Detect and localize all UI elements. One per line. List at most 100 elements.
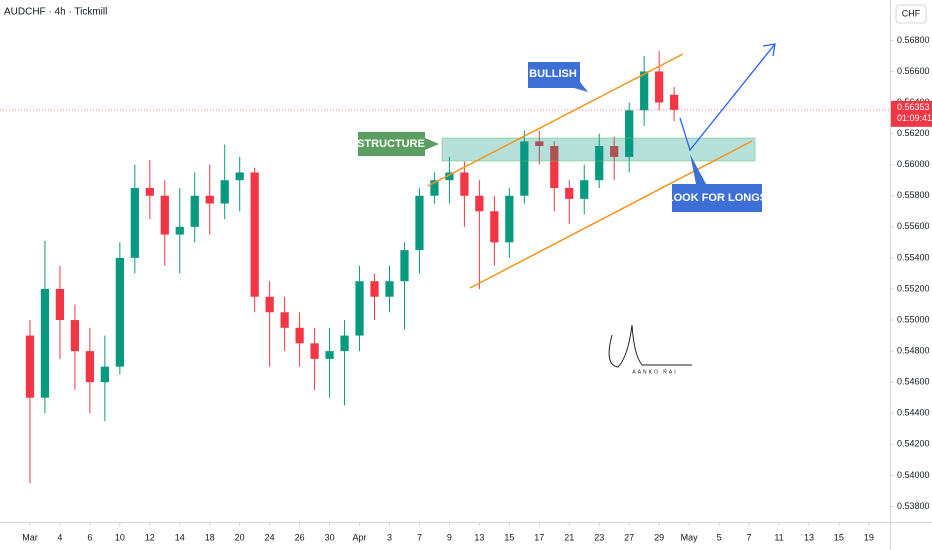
candle-body <box>580 180 589 199</box>
candle-body <box>655 71 664 103</box>
x-tick-label: 14 <box>175 532 185 542</box>
x-tick-label: 18 <box>205 532 215 542</box>
chart-title: AUDCHF · 4h · Tickmill <box>4 7 107 18</box>
x-tick-label: 13 <box>474 532 484 542</box>
candle-body <box>280 312 289 328</box>
candle-body <box>310 343 319 359</box>
candle-body <box>85 351 95 383</box>
candle-body <box>445 172 454 181</box>
candle-body <box>610 146 619 157</box>
last-price-label: 0.56353 <box>897 102 930 112</box>
candle-body <box>145 187 154 196</box>
candle-body <box>295 327 304 344</box>
candle-body <box>460 172 469 196</box>
x-tick-label: 19 <box>864 532 874 542</box>
x-tick-label: 4 <box>57 532 62 542</box>
candle-body <box>70 320 80 352</box>
structure-zone <box>441 137 756 162</box>
candle-body <box>205 195 214 204</box>
y-tick-label: 0.53800 <box>897 501 930 511</box>
x-tick-label: May <box>681 532 699 542</box>
signature-mark <box>608 324 692 368</box>
candle-body <box>160 195 169 235</box>
x-tick-label: 9 <box>447 532 452 542</box>
candle-body <box>625 110 634 157</box>
x-tick-label: 20 <box>235 532 245 542</box>
x-tick-label: 17 <box>534 532 544 542</box>
plot-area <box>0 51 890 484</box>
candle-body <box>385 281 394 297</box>
x-tick-label: 7 <box>417 532 422 542</box>
candle-body <box>490 211 499 243</box>
candle-body <box>565 187 574 199</box>
candle-body <box>250 172 259 297</box>
x-tick-label: 29 <box>654 532 664 542</box>
channel-upper <box>427 53 684 187</box>
x-tick-label: 21 <box>564 532 574 542</box>
candle-body <box>100 366 109 383</box>
callout-text: LOOK FOR LONGS <box>667 192 767 204</box>
x-tick-label: 24 <box>265 532 275 542</box>
x-tick-label: 7 <box>747 532 752 542</box>
y-tick-label: 0.56000 <box>897 159 930 169</box>
axes: 0.53800 0.54000 0.54200 0.54400 0.54600 0.548… <box>22 35 932 542</box>
candle-body <box>640 71 649 111</box>
candle-body <box>55 288 65 321</box>
candle-body <box>265 296 274 313</box>
y-tick-label: 0.55800 <box>897 190 930 200</box>
candle-body <box>115 257 124 367</box>
x-tick-label: Apr <box>353 532 367 542</box>
candle-body <box>505 195 514 243</box>
y-tick-label: 0.56800 <box>897 35 930 45</box>
y-tick-label: 0.56600 <box>897 66 930 76</box>
candle-body <box>520 141 529 196</box>
candle-body <box>370 281 379 297</box>
x-tick-label: 27 <box>624 532 634 542</box>
candle-body <box>175 226 184 235</box>
y-tick-label: 0.54400 <box>897 408 930 418</box>
y-tick-label: 0.55000 <box>897 314 930 324</box>
x-tick-label: 15 <box>504 532 514 542</box>
candle-body <box>355 281 364 336</box>
last-price-box <box>891 100 932 127</box>
x-tick-label: 13 <box>804 532 814 542</box>
candle-body <box>430 180 439 196</box>
x-tick-label: 12 <box>145 532 155 542</box>
x-tick-label: 26 <box>295 532 305 542</box>
x-tick-label: 3 <box>387 532 392 542</box>
y-tick-label: 0.56200 <box>897 128 930 138</box>
callout-box <box>528 62 588 92</box>
y-tick-label: 0.55400 <box>897 252 930 262</box>
y-tick-label: 0.54200 <box>897 439 930 449</box>
y-tick-label: 0.54000 <box>897 470 930 480</box>
candle-body <box>40 288 50 398</box>
candle-body <box>550 146 559 188</box>
x-tick-label: 30 <box>325 532 335 542</box>
candle-body <box>130 187 139 258</box>
callout-box <box>358 132 439 156</box>
candle-body <box>220 180 229 204</box>
y-tick-label: 0.54600 <box>897 377 930 387</box>
x-tick-label: 15 <box>834 532 844 542</box>
candle-body <box>475 195 484 212</box>
x-tick-label: 11 <box>774 532 783 542</box>
candle-body <box>190 195 199 227</box>
x-tick-label: Mar <box>22 532 38 542</box>
currency-box[interactable] <box>895 4 927 24</box>
signature: AANKO RAI <box>632 369 677 375</box>
countdown: 01:09:41 <box>897 113 932 123</box>
candle-body <box>670 94 679 110</box>
x-tick-label: 23 <box>594 532 604 542</box>
candle-body <box>25 335 35 398</box>
x-tick-label: 6 <box>87 532 92 542</box>
currency: CHF <box>902 8 921 18</box>
x-tick-label: 10 <box>115 532 125 542</box>
candle-body <box>340 335 349 352</box>
callout-box <box>672 154 762 212</box>
candle-body <box>325 351 334 359</box>
channel-lower <box>469 140 753 289</box>
candle-body <box>400 250 409 282</box>
y-tick-label: 0.55200 <box>897 283 930 293</box>
arrow-head <box>762 43 776 57</box>
